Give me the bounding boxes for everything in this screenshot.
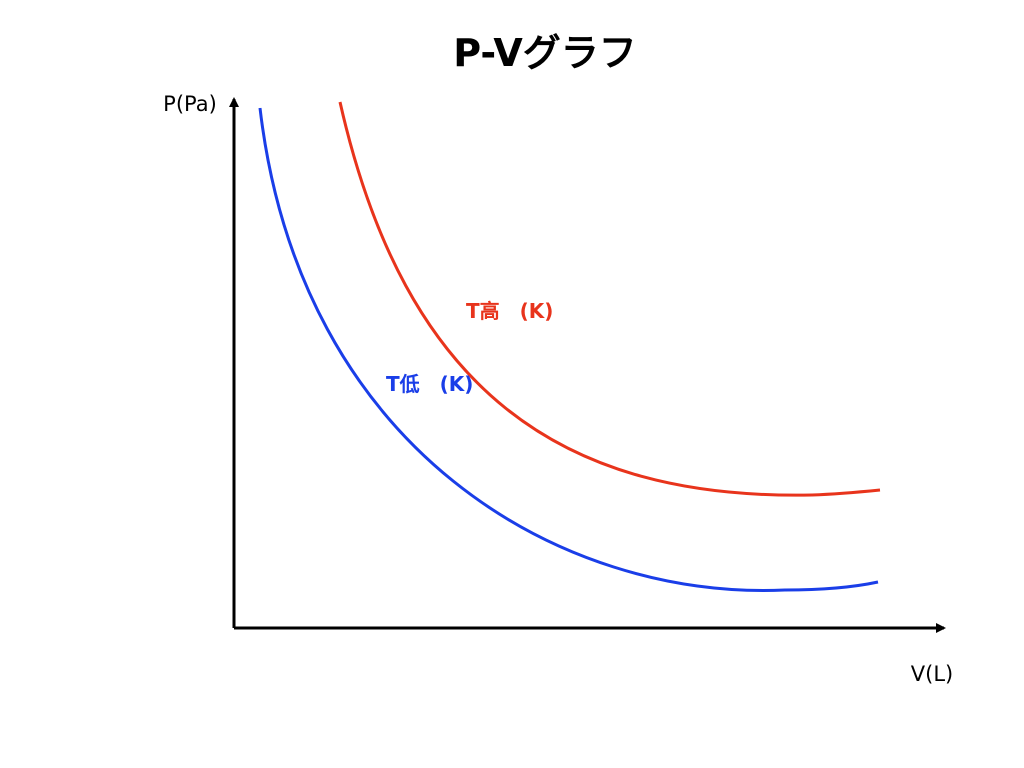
series-line-t-high — [338, 101, 881, 497]
y-axis-label: P(Pa) — [163, 92, 217, 116]
chart-title: P-Vグラフ — [453, 31, 637, 75]
series-label-t-high: T高 (K) — [466, 299, 553, 323]
series-line-t-low — [258, 107, 879, 592]
x-axis-label: V(L) — [911, 662, 953, 686]
series-label-t-low: T低 (K) — [386, 372, 473, 396]
